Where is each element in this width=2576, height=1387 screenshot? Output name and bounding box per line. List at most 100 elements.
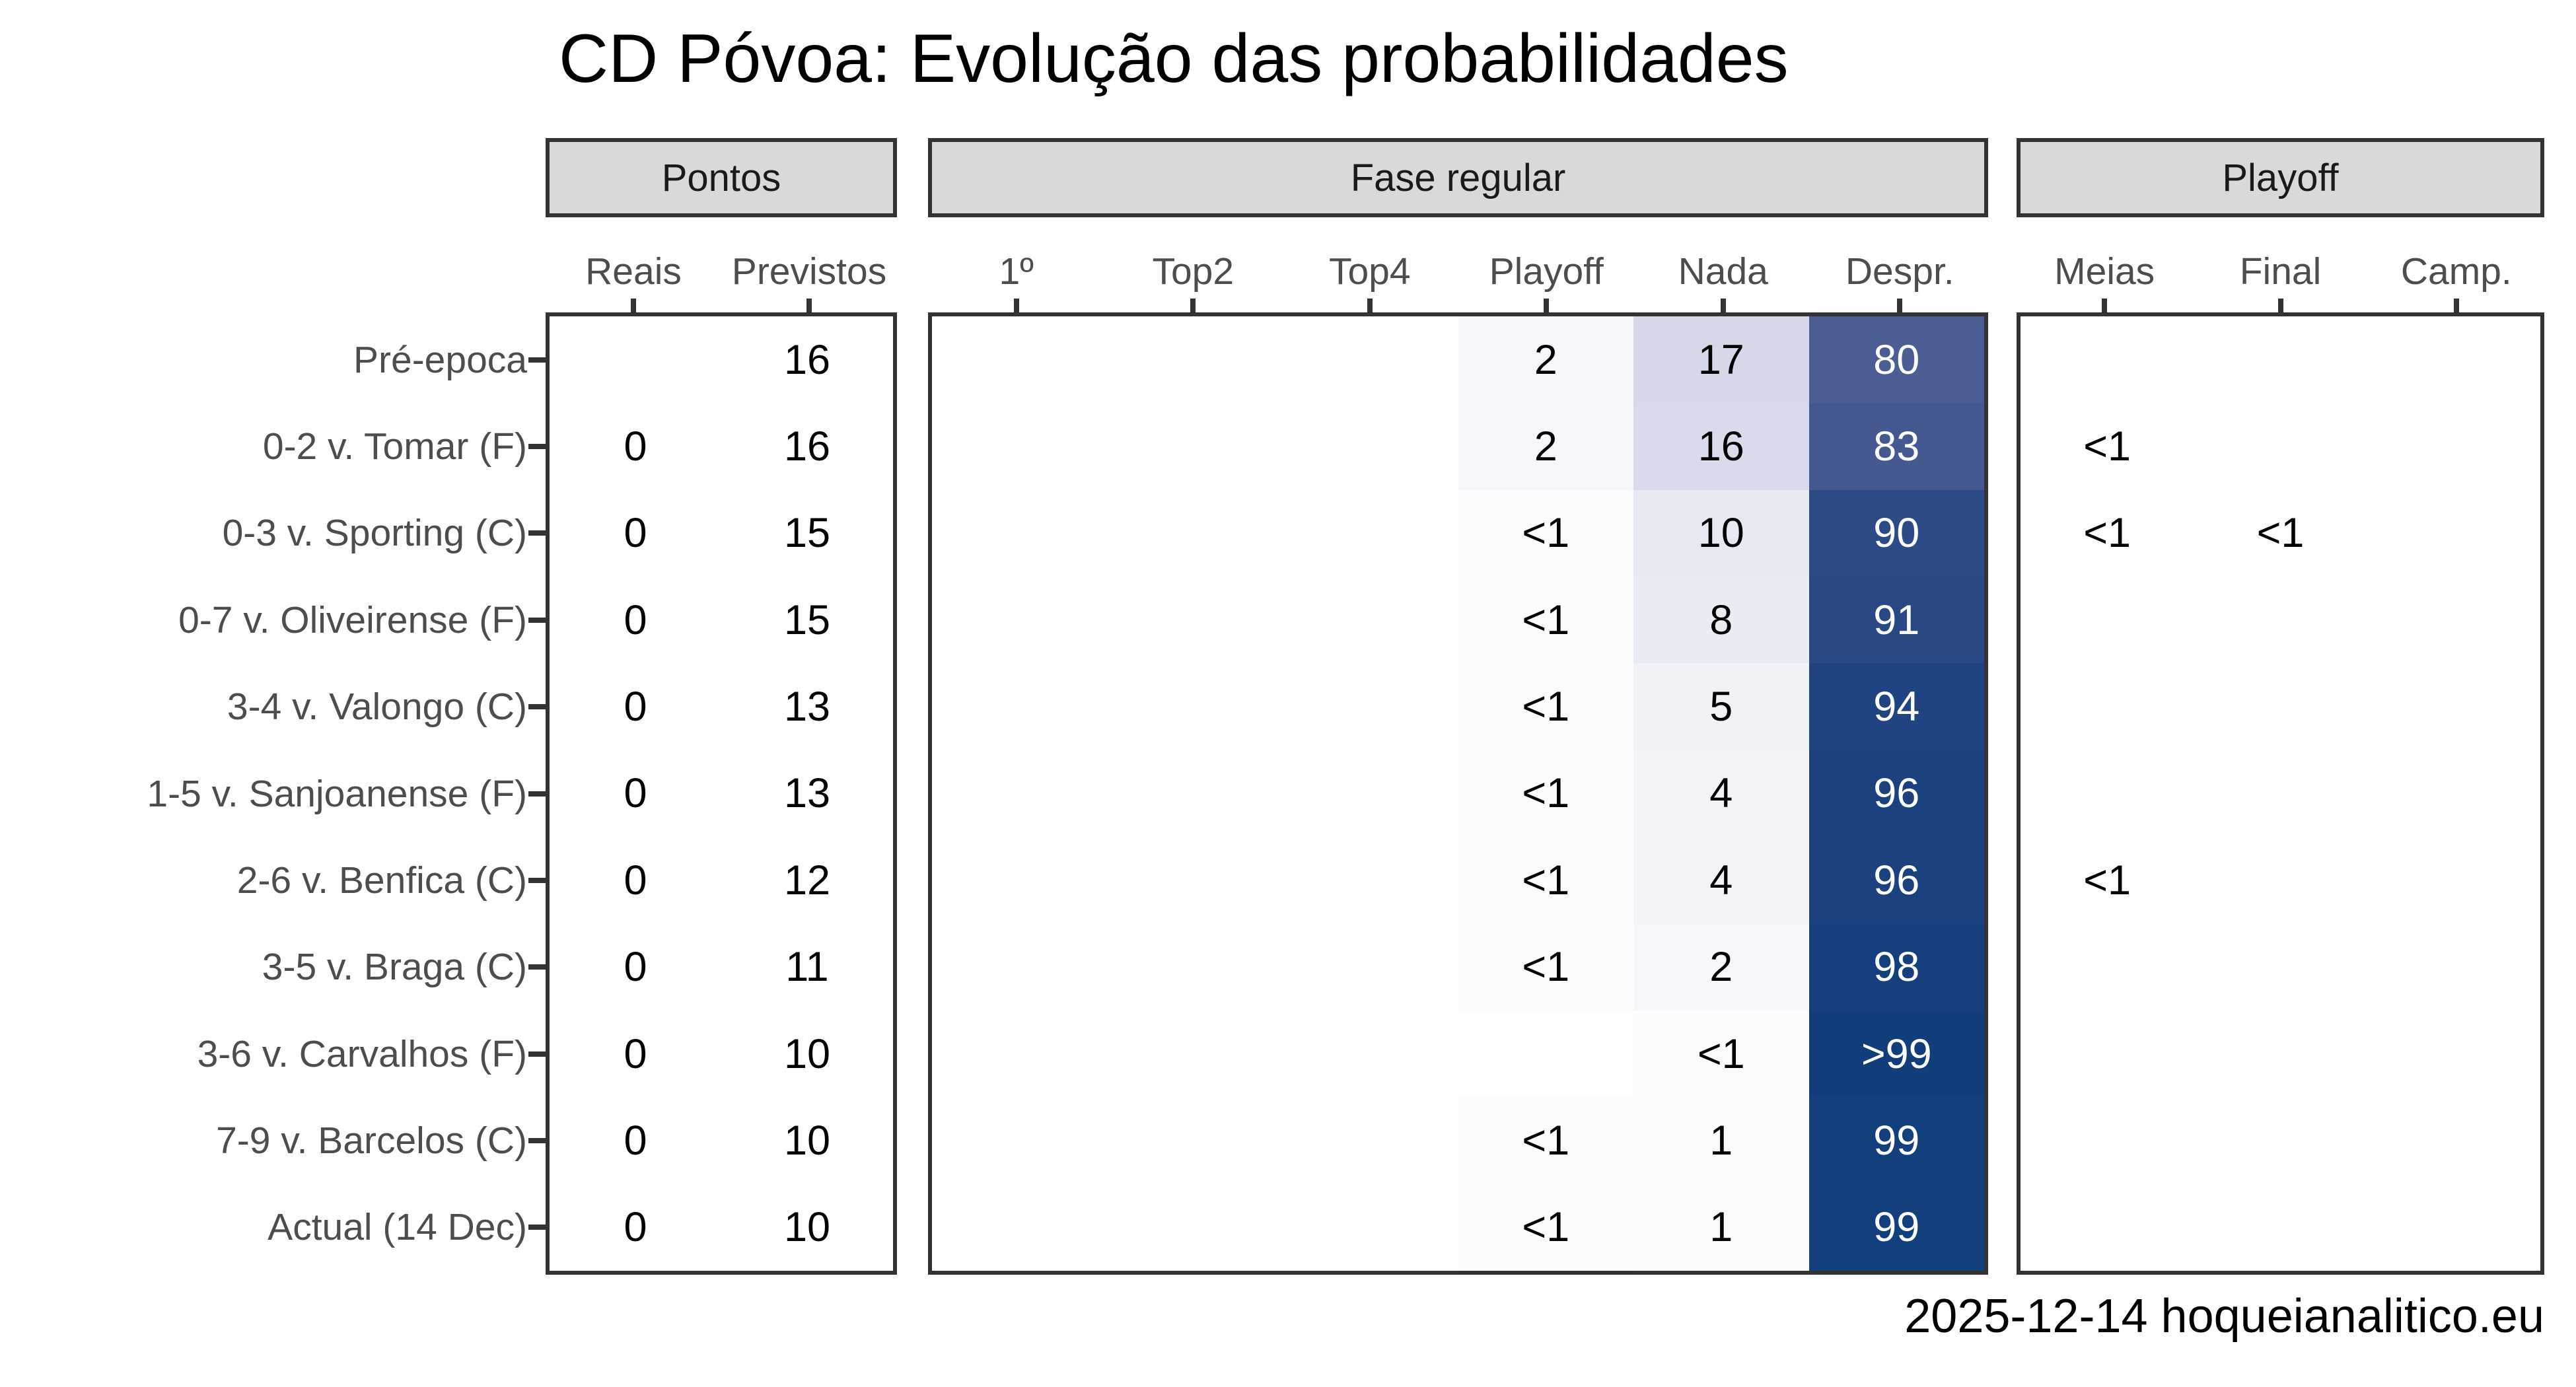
facet-strip-pontos: Pontos bbox=[546, 138, 897, 217]
prob-cell bbox=[1107, 1184, 1283, 1271]
column-tick-mark bbox=[1544, 299, 1550, 313]
prob-cell: <1 bbox=[1458, 750, 1633, 837]
prob-cell bbox=[550, 316, 721, 403]
prob-cell: 0 bbox=[624, 596, 647, 643]
prob-cell bbox=[2194, 924, 2367, 1011]
prob-cell bbox=[2021, 663, 2194, 750]
row-label: 2-6 v. Benfica (C) bbox=[236, 859, 527, 902]
column-tick-mark bbox=[806, 299, 812, 313]
facet-strip-playoff: Playoff bbox=[2017, 138, 2544, 217]
prob-cell bbox=[2194, 403, 2367, 489]
prob-cell: 10 bbox=[783, 1117, 831, 1164]
column-header: Playoff bbox=[1489, 250, 1604, 293]
column-tick-mark bbox=[1367, 299, 1373, 313]
prob-cell bbox=[1107, 923, 1283, 1011]
prob-cell bbox=[1107, 316, 1283, 404]
row-tick-mark bbox=[528, 444, 547, 450]
prob-cell bbox=[2367, 403, 2540, 489]
prob-cell bbox=[1107, 1010, 1283, 1098]
prob-cell bbox=[2367, 1184, 2540, 1271]
facet-strip-label: Playoff bbox=[2222, 156, 2339, 199]
row-label: 3-4 v. Valongo (C) bbox=[227, 686, 527, 729]
row-label: 3-6 v. Carvalhos (F) bbox=[197, 1032, 527, 1075]
prob-cell: <1 bbox=[2083, 857, 2131, 904]
prob-cell: >99 bbox=[1808, 1010, 1984, 1098]
column-tick-mark bbox=[1013, 299, 1019, 313]
column-header: Nada bbox=[1678, 250, 1768, 293]
prob-cell: 90 bbox=[1808, 489, 1984, 577]
prob-cell: <1 bbox=[2256, 510, 2305, 557]
prob-cell bbox=[1107, 489, 1283, 577]
prob-cell: 80 bbox=[1808, 316, 1984, 404]
prob-cell bbox=[932, 489, 1108, 577]
prob-cell bbox=[2367, 750, 2540, 837]
prob-cell bbox=[1107, 663, 1283, 750]
prob-cell: 13 bbox=[783, 770, 831, 817]
prob-cell bbox=[1283, 663, 1458, 750]
prob-cell: 0 bbox=[624, 423, 647, 470]
row-tick-mark bbox=[528, 530, 547, 536]
prob-cell: 96 bbox=[1808, 837, 1984, 924]
prob-cell bbox=[932, 923, 1108, 1011]
prob-cell: 10 bbox=[783, 1030, 831, 1077]
prob-cell: 94 bbox=[1808, 663, 1984, 750]
prob-cell bbox=[1107, 1097, 1283, 1184]
prob-cell bbox=[2021, 1011, 2194, 1097]
prob-cell bbox=[932, 403, 1108, 490]
row-tick-mark bbox=[528, 1225, 547, 1230]
prob-cell bbox=[1107, 837, 1283, 924]
prob-cell bbox=[1107, 403, 1283, 490]
row-tick-mark bbox=[528, 1137, 547, 1143]
prob-cell bbox=[1283, 403, 1458, 490]
row-label: Pré-epoca bbox=[353, 338, 527, 381]
column-header: Meias bbox=[2054, 250, 2155, 293]
prob-cell: 0 bbox=[624, 510, 647, 557]
chart-title: CD Póvoa: Evolução das probabilidades bbox=[559, 20, 1789, 97]
prob-cell: 99 bbox=[1808, 1097, 1984, 1184]
row-label: 7-9 v. Barcelos (C) bbox=[216, 1119, 527, 1162]
prob-cell bbox=[2367, 924, 2540, 1011]
prob-cell: <1 bbox=[1458, 663, 1633, 750]
prob-cell: <1 bbox=[1458, 489, 1633, 577]
prob-cell: 0 bbox=[624, 1204, 647, 1251]
row-label: 0-7 v. Oliveirense (F) bbox=[178, 598, 527, 641]
row-label: 0-2 v. Tomar (F) bbox=[262, 425, 527, 468]
column-tick-mark bbox=[631, 299, 636, 313]
prob-cell: <1 bbox=[1633, 1010, 1809, 1098]
prob-cell: 0 bbox=[624, 684, 647, 730]
facet-strip-label: Pontos bbox=[661, 156, 781, 199]
prob-cell bbox=[932, 837, 1108, 924]
row-tick-mark bbox=[528, 617, 547, 623]
column-header: Camp. bbox=[2400, 250, 2512, 293]
row-label: 0-3 v. Sporting (C) bbox=[222, 512, 527, 555]
prob-cell: 2 bbox=[1458, 403, 1633, 490]
prob-cell bbox=[2194, 663, 2367, 750]
row-tick-mark bbox=[528, 964, 547, 970]
prob-cell bbox=[1283, 1184, 1458, 1271]
prob-cell: 83 bbox=[1808, 403, 1984, 490]
prob-cell bbox=[2367, 577, 2540, 663]
prob-cell bbox=[2367, 1011, 2540, 1097]
facet-panel: <1 <1 <1 <1 bbox=[2017, 312, 2544, 1275]
prob-cell: 1 bbox=[1633, 1097, 1809, 1184]
prob-cell bbox=[932, 577, 1108, 664]
prob-cell: 2 bbox=[1458, 316, 1633, 404]
prob-cell: 4 bbox=[1633, 837, 1809, 924]
prob-cell bbox=[2021, 316, 2194, 403]
facet-panel: 16 0 16 0 15 0 15 0 13 0 13 0 12 0 11 0 10 0 10 0 10 bbox=[546, 312, 897, 1275]
prob-cell bbox=[2021, 577, 2194, 663]
prob-cell: 12 bbox=[783, 857, 831, 904]
prob-cell: 0 bbox=[624, 944, 647, 991]
prob-cell bbox=[2021, 750, 2194, 837]
prob-cell bbox=[932, 1097, 1108, 1184]
prob-cell: 0 bbox=[624, 770, 647, 817]
column-header: Top4 bbox=[1328, 250, 1411, 293]
prob-cell: 99 bbox=[1808, 1184, 1984, 1271]
prob-cell bbox=[2194, 1011, 2367, 1097]
prob-cell bbox=[932, 663, 1108, 750]
row-label: 3-5 v. Braga (C) bbox=[262, 946, 527, 989]
prob-cell bbox=[1283, 316, 1458, 404]
prob-cell bbox=[1283, 923, 1458, 1011]
prob-cell: 16 bbox=[783, 423, 831, 470]
prob-cell: 0 bbox=[624, 857, 647, 904]
